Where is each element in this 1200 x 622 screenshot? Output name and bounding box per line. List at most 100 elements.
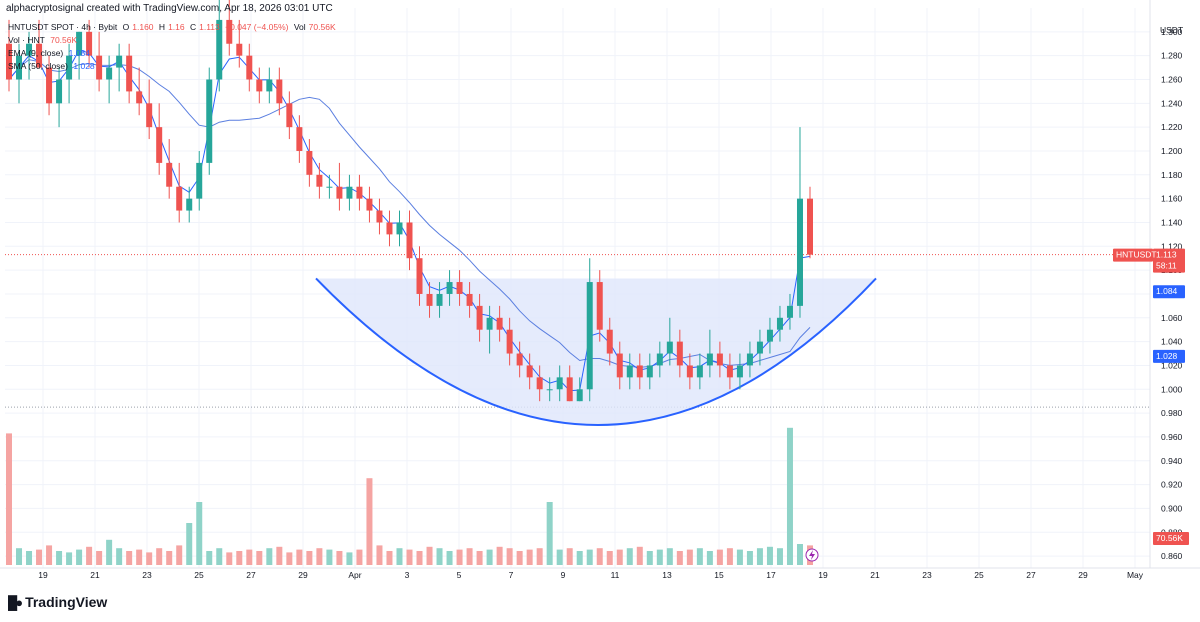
price-tick: 1.260 (1161, 74, 1183, 84)
cup-pattern[interactable] (315, 277, 877, 426)
candle-body (676, 341, 683, 366)
volume-bar (396, 548, 403, 565)
volume-bars (6, 427, 813, 565)
time-tick: 27 (246, 570, 256, 580)
candle-body (36, 43, 43, 68)
volume-bar (676, 551, 683, 565)
candle-body (686, 365, 693, 378)
candle-body (496, 317, 503, 330)
candle-body (526, 365, 533, 378)
ohlc-legend[interactable]: HNTUSDT SPOT · 4h · Bybit O 1.160 H 1.16 C… (8, 22, 339, 32)
candle-body (366, 198, 373, 211)
candle-body (176, 186, 183, 211)
symbol-tag-bg (1113, 248, 1153, 262)
logo-text: TradingView (25, 594, 108, 610)
symbol-label[interactable]: HNTUSDT SPOT · 4h · Bybit (8, 22, 118, 32)
volume-bar (166, 551, 173, 565)
volume-bar (646, 551, 653, 565)
volume-bar (236, 551, 243, 565)
candle-body (626, 365, 633, 378)
candle-body (46, 67, 53, 104)
time-axis[interactable]: 19 21 23 25 27 29 Apr 3 5 7 9 11 13 15 17 19 21 23 25 27 29 M… (0, 567, 1200, 580)
time-tick: 13 (662, 570, 672, 580)
time-tick: 25 (194, 570, 204, 580)
price-tick: 0.920 (1161, 480, 1183, 490)
time-tick: 21 (870, 570, 880, 580)
candle-body (326, 186, 333, 188)
sma-value: 1.028 (73, 61, 95, 71)
volume-bar (136, 549, 143, 565)
volume-bar (726, 548, 733, 565)
sma-tag: 1.028 (1153, 349, 1185, 363)
volume-bar (156, 548, 163, 565)
alert-lightning-icon[interactable] (805, 548, 819, 562)
volume-bar (786, 427, 793, 565)
volume-bar (526, 549, 533, 565)
high-label: H (158, 22, 166, 32)
volume-bar (746, 551, 753, 565)
candle-body (166, 162, 173, 187)
close-label: C (189, 22, 197, 32)
currency-label: USDT (1160, 25, 1183, 35)
volume-indicator-legend[interactable]: Vol · HNT 70.56K (8, 35, 80, 45)
sma-legend[interactable]: SMA (50, close) 1.028 (8, 61, 98, 71)
candle-body (636, 365, 643, 378)
tradingview-logo[interactable]: █● TradingView (8, 594, 107, 610)
vol-label: Vol (293, 22, 306, 32)
candle-body (726, 365, 733, 378)
price-tick: 1.000 (1161, 384, 1183, 394)
candle-body (76, 31, 83, 56)
volume-bar (636, 546, 643, 565)
sma-tag-text: 1.028 (1156, 351, 1178, 361)
volume-bar (776, 548, 783, 565)
volume-bar (316, 548, 323, 565)
candle-body (376, 210, 383, 223)
volume-bar (346, 552, 353, 565)
time-tick: 27 (1026, 570, 1036, 580)
candle-body (736, 365, 743, 378)
candle-body (86, 31, 93, 56)
price-tick: 1.280 (1161, 51, 1183, 61)
candle-body (807, 198, 813, 255)
time-tick: 15 (714, 570, 724, 580)
sma-label: SMA (50, close) (8, 61, 68, 71)
time-tick: 3 (405, 570, 410, 580)
volume-bar (606, 551, 613, 565)
candle-body (426, 293, 433, 306)
volume-bar (356, 549, 363, 565)
volume-tag: 70.56K (1153, 532, 1189, 545)
candle-body (586, 282, 593, 390)
candle-body (246, 55, 253, 80)
candle-body (96, 55, 103, 80)
price-tick: 1.040 (1161, 337, 1183, 347)
close-value: 1.113 (199, 22, 220, 32)
candle-body (6, 43, 12, 80)
candle-body (416, 258, 423, 294)
candle-body (146, 103, 153, 128)
volume-bar (416, 551, 423, 565)
candle-body (206, 79, 213, 163)
ema-tag-text: 1.084 (1156, 286, 1178, 296)
candle-body (706, 353, 713, 366)
volume-bar (76, 549, 83, 565)
volume-bar (256, 551, 263, 565)
volume-bar (796, 544, 803, 565)
candle-body (126, 55, 133, 92)
time-tick: May (1127, 570, 1144, 580)
candle-body (396, 222, 403, 235)
candle-body (196, 162, 203, 199)
ema-legend[interactable]: EMA (9, close) 1.084 (8, 48, 93, 58)
volume-bar (306, 551, 313, 565)
candle-body (186, 198, 193, 211)
candle-body (456, 282, 463, 294)
volume-bar (436, 548, 443, 565)
volume-bar (426, 546, 433, 565)
candle-body (766, 329, 773, 342)
price-tick: 0.940 (1161, 456, 1183, 466)
candle-body (516, 353, 523, 366)
